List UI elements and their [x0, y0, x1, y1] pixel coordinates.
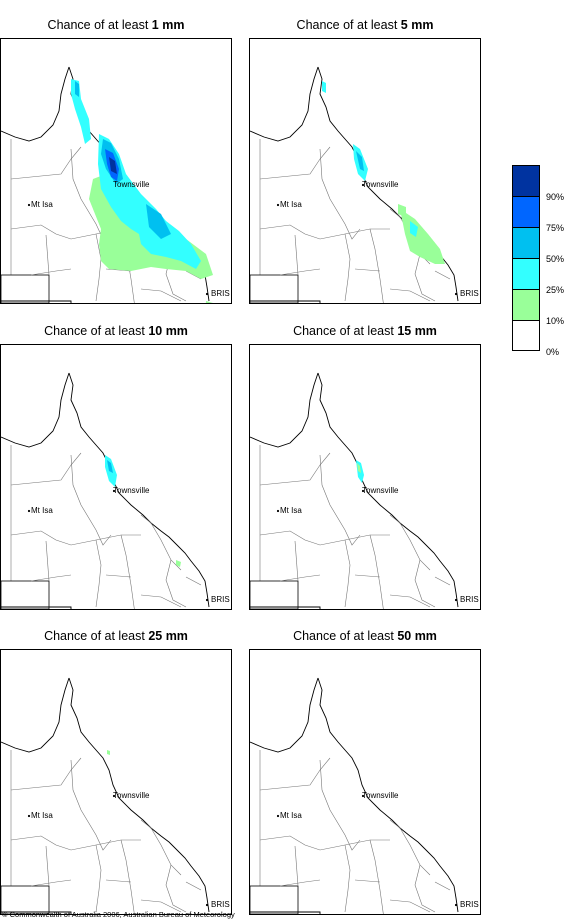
townsville-label: Townsville [362, 791, 399, 800]
legend-swatch-10 [512, 289, 540, 320]
rain-overlay-1mm [71, 79, 213, 303]
base-map [1, 677, 210, 914]
base-map [250, 677, 459, 914]
bris-label: BRIS [211, 595, 230, 604]
base-map [250, 372, 459, 609]
rain-overlay-5mm [322, 81, 445, 264]
legend-label-10: 10% [546, 316, 565, 326]
legend-swatch-50 [512, 227, 540, 258]
townsville-label: Townsville [113, 486, 150, 495]
bris-label: BRIS [460, 900, 479, 909]
legend-label-50: 50% [546, 254, 565, 264]
map-15mm: Townsville Mt Isa BRIS [249, 344, 481, 610]
panel-title: Chance of at least 50 mm [293, 629, 437, 643]
legend-label-90: 90% [546, 192, 565, 202]
legend-label-75: 75% [546, 223, 565, 233]
legend-label-25: 25% [546, 285, 565, 295]
townsville-label: Townsville [362, 486, 399, 495]
legend: 90% 75% 50% 25% 10% 0% [512, 165, 564, 357]
legend-swatch-75 [512, 196, 540, 227]
mt-isa-label: Mt Isa [31, 506, 53, 515]
bris-label: BRIS [460, 595, 479, 604]
map-25mm: Townsville Mt Isa BRIS [0, 649, 232, 915]
rain-overlay-25mm [107, 750, 110, 755]
base-map [250, 66, 459, 303]
panel-title: Chance of at least 1 mm [47, 18, 185, 32]
legend-swatch-0 [512, 320, 540, 351]
mt-isa-label: Mt Isa [280, 811, 302, 820]
map-10mm: Townsville Mt Isa BRIS [0, 344, 232, 610]
mt-isa-label: Mt Isa [280, 200, 302, 209]
rain-overlay-15mm [356, 460, 364, 483]
townsville-label: Townsville [362, 180, 399, 189]
panel-title: Chance of at least 25 mm [44, 629, 188, 643]
panel-title: Chance of at least 15 mm [293, 324, 437, 338]
mt-isa-label: Mt Isa [280, 506, 302, 515]
bris-label: BRIS [211, 289, 230, 298]
map-1mm: Townsville Mt Isa BRIS [0, 38, 232, 304]
panel-title: Chance of at least 5 mm [296, 18, 434, 32]
rain-overlay-10mm [105, 455, 181, 567]
mt-isa-label: Mt Isa [31, 811, 53, 820]
bris-label: BRIS [460, 289, 479, 298]
townsville-label: Townsville [113, 791, 150, 800]
map-50mm: Townsville Mt Isa BRIS [249, 649, 481, 915]
copyright-notice: © Commonwealth of Australia 2006, Austra… [2, 910, 235, 919]
bris-label: BRIS [211, 900, 230, 909]
townsville-label: Townsville [113, 180, 150, 189]
map-5mm: Townsville Mt Isa BRIS [249, 38, 481, 304]
mt-isa-label: Mt Isa [31, 200, 53, 209]
legend-swatch-90 [512, 165, 540, 196]
panel-title: Chance of at least 10 mm [44, 324, 188, 338]
legend-label-0: 0% [546, 347, 560, 357]
base-map [1, 372, 210, 609]
legend-swatch-25 [512, 258, 540, 289]
